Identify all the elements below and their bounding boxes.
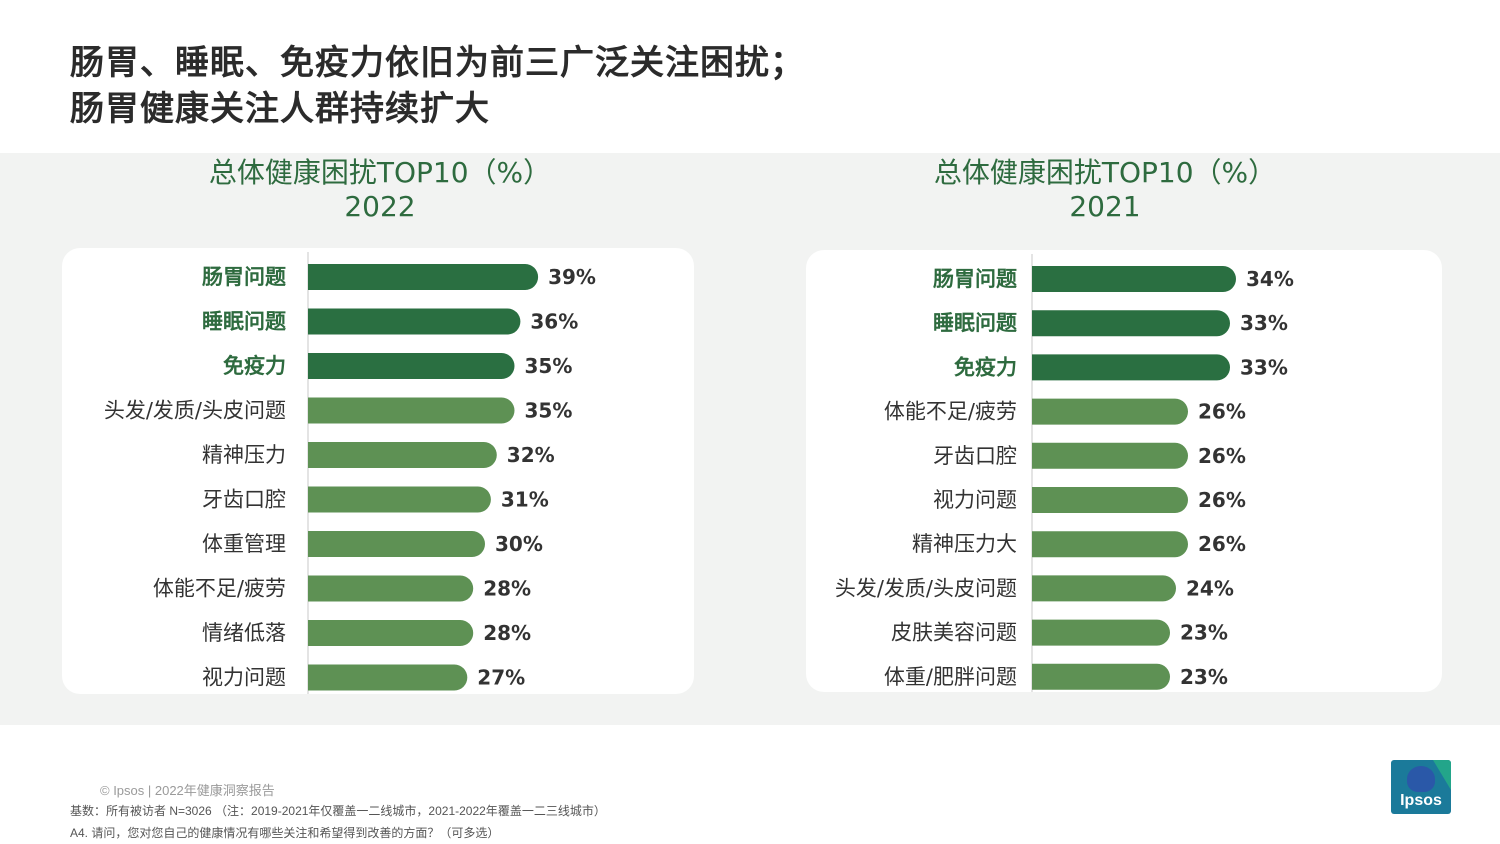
footer-copyright: © Ipsos | 2022年健康洞察报告 (100, 783, 275, 798)
value-label-7: 26% (1198, 532, 1246, 556)
logo-accent-shape (1433, 760, 1451, 790)
category-label-8: 体能不足/疲劳 (153, 577, 286, 601)
bar-9 (1032, 619, 1170, 646)
bar-4 (1032, 398, 1188, 425)
category-label-7: 体重管理 (202, 532, 286, 556)
bar-10 (308, 664, 468, 691)
bar-3 (1032, 354, 1230, 381)
logo-text: Ipsos (1400, 792, 1442, 809)
value-label-8: 28% (483, 577, 531, 601)
chart-2021-card: 肠胃问题 34% 睡眠问题 33% 免疫力 33% 体能不足/疲劳 26% 牙齿口腔 26% 视力问… (806, 250, 1442, 708)
category-label-10: 体重/肥胖问题 (884, 665, 1017, 689)
bar-6 (308, 486, 491, 513)
value-label-7: 30% (495, 532, 543, 556)
category-label-7: 精神压力大 (912, 532, 1017, 556)
value-label-6: 31% (501, 488, 549, 512)
chart-2022-svg: 肠胃问题 39% 睡眠问题 36% 免疫力 35% 头发/发质/头皮问题 35% 精神压力 32%… (104, 252, 596, 709)
category-label-5: 牙齿口腔 (933, 444, 1017, 468)
bar-2 (308, 308, 521, 335)
bar-7 (308, 531, 485, 557)
value-label-6: 26% (1198, 488, 1246, 512)
chart-2021-svg: 肠胃问题 34% 睡眠问题 33% 免疫力 33% 体能不足/疲劳 26% 牙齿口腔 26% 视力问… (835, 254, 1294, 708)
ipsos-logo: Ipsos (1391, 760, 1451, 814)
value-label-4: 26% (1198, 400, 1246, 424)
value-label-2: 36% (530, 310, 578, 334)
headline: 肠胃、睡眠、免疫力依旧为前三广泛关注困扰； 肠胃健康关注人群持续扩大 (70, 40, 805, 132)
category-label-4: 体能不足/疲劳 (884, 400, 1017, 424)
value-label-3: 33% (1240, 355, 1288, 379)
chart-2022-card: 肠胃问题 39% 睡眠问题 36% 免疫力 35% 头发/发质/头皮问题 35% 精神压力 32%… (62, 248, 694, 709)
headline-line-1: 肠胃、睡眠、免疫力依旧为前三广泛关注困扰； (70, 43, 805, 83)
category-label-6: 牙齿口腔 (202, 488, 286, 512)
category-label-5: 精神压力 (202, 443, 286, 467)
value-label-2: 33% (1240, 311, 1288, 335)
bar-8 (1032, 575, 1176, 602)
footer-question: A4. 请问，您对您自己的健康情况有哪些关注和希望得到改善的方面？（可多选） (70, 826, 500, 840)
value-label-1: 34% (1246, 267, 1294, 291)
value-label-9: 23% (1180, 621, 1228, 645)
chart-2022-header: 总体健康困扰TOP10（%） 2022 (190, 156, 570, 224)
chart-2022-year: 2022 (344, 190, 416, 223)
logo-figure-shape (1407, 766, 1435, 792)
category-label-3: 免疫力 (223, 354, 286, 378)
value-label-5: 26% (1198, 444, 1246, 468)
bar-10 (1032, 663, 1170, 690)
category-label-1: 肠胃问题 (933, 267, 1018, 291)
bar-4 (308, 397, 515, 424)
value-label-4: 35% (525, 399, 573, 423)
headline-line-2: 肠胃健康关注人群持续扩大 (70, 89, 490, 129)
category-label-8: 头发/发质/头皮问题 (835, 576, 1017, 600)
value-label-10: 23% (1180, 665, 1228, 689)
footer-base: 基数：所有被访者 N=3026 （注：2019-2021年仅覆盖一二线城市，20… (70, 804, 606, 818)
bar-1 (308, 264, 539, 290)
bar-2 (1032, 310, 1230, 337)
category-label-9: 皮肤美容问题 (891, 621, 1017, 645)
value-label-1: 39% (548, 265, 596, 289)
bar-6 (1032, 487, 1188, 513)
value-label-5: 32% (507, 443, 555, 467)
value-label-10: 27% (477, 666, 525, 690)
category-label-1: 肠胃问题 (202, 265, 287, 289)
category-label-6: 视力问题 (933, 488, 1017, 512)
bar-3 (308, 353, 515, 379)
bar-1 (1032, 266, 1236, 292)
chart-2021-header: 总体健康困扰TOP10（%） 2021 (915, 156, 1295, 224)
category-label-4: 头发/发质/头皮问题 (104, 399, 286, 423)
value-label-8: 24% (1186, 576, 1234, 600)
category-label-2: 睡眠问题 (933, 311, 1018, 335)
value-label-3: 35% (525, 354, 573, 378)
bar-5 (1032, 442, 1188, 469)
value-label-9: 28% (483, 621, 531, 645)
bar-8 (308, 575, 474, 602)
chart-2022-title: 总体健康困扰TOP10（%） (208, 156, 552, 189)
bar-5 (308, 442, 497, 468)
category-label-2: 睡眠问题 (202, 310, 287, 334)
chart-2021-year: 2021 (1069, 190, 1141, 223)
bar-7 (1032, 531, 1188, 558)
category-label-10: 视力问题 (202, 666, 286, 690)
bar-9 (308, 620, 474, 646)
category-label-9: 情绪低落 (202, 621, 286, 645)
chart-2021-title: 总体健康困扰TOP10（%） (933, 156, 1277, 189)
category-label-3: 免疫力 (954, 355, 1017, 379)
